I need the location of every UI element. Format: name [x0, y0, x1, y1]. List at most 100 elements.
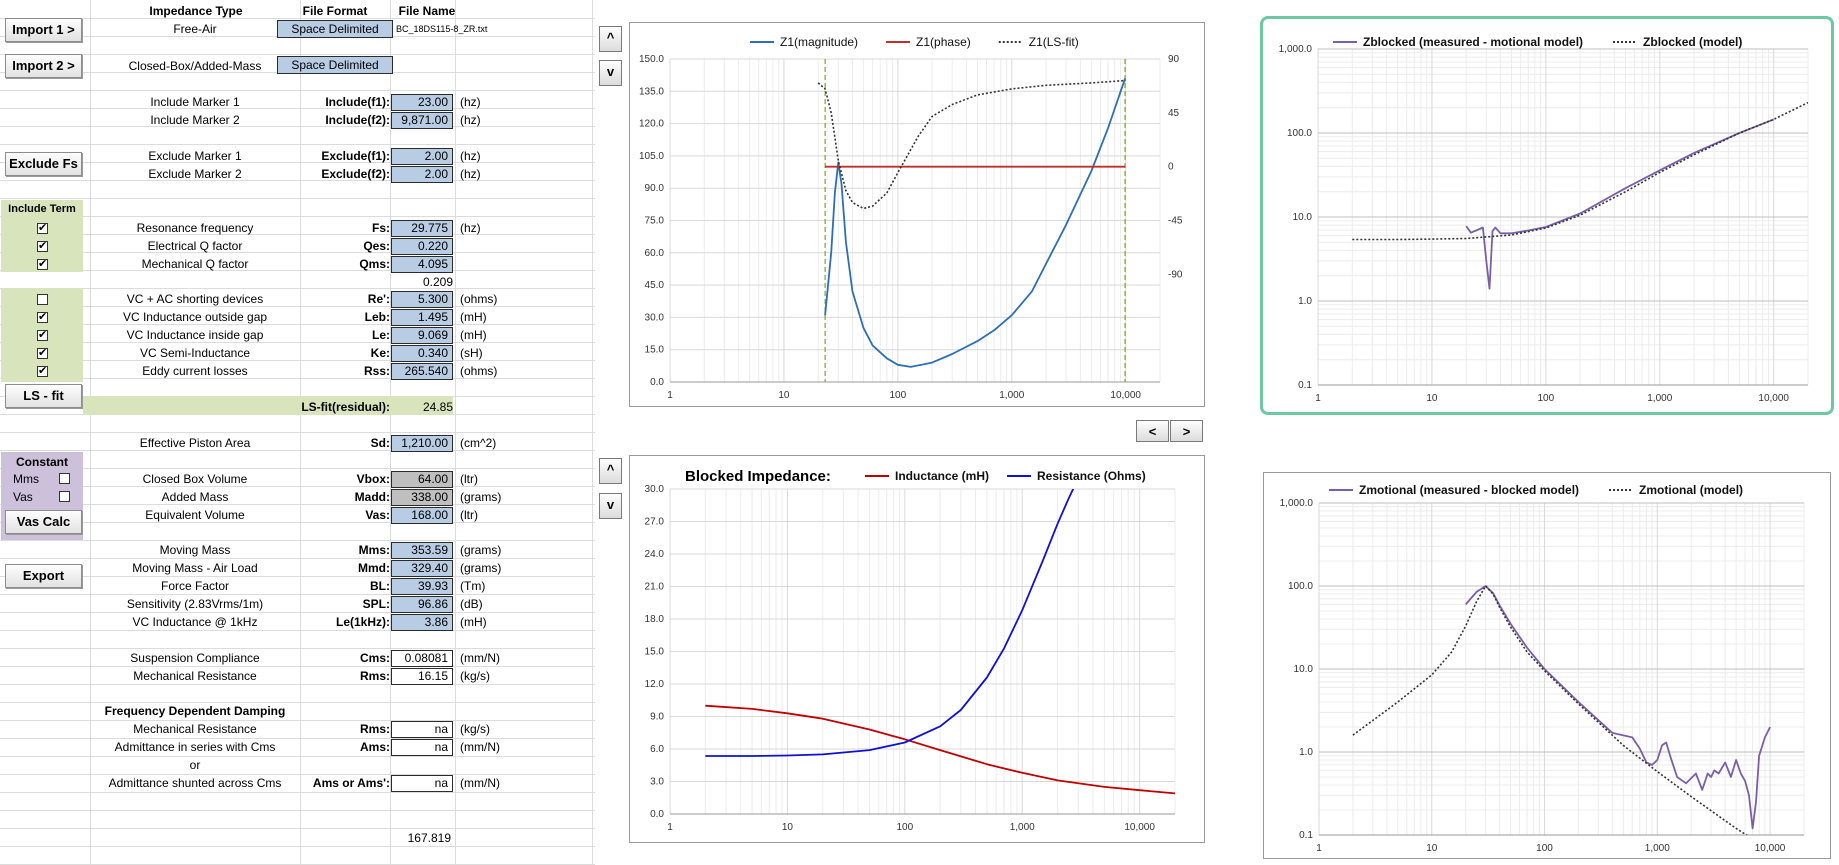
fdd-symbol-1: Ams: [359, 740, 390, 754]
derived-input-4[interactable]: 3.86 [391, 614, 453, 631]
susp-input-1[interactable]: 16.15 [391, 668, 453, 685]
derived-symbol-4: Le(1kHz): [335, 615, 390, 629]
vas-calc-button[interactable]: Vas Calc [5, 510, 82, 534]
derived-input-0[interactable]: 353.59 [391, 542, 453, 559]
derived-input-2[interactable]: 39.93 [391, 578, 453, 595]
box-input-1[interactable]: 338.00 [391, 489, 453, 506]
export-button[interactable]: Export [5, 564, 82, 588]
fdd-input-2[interactable]: na [391, 775, 453, 792]
zmotional-chart-y-tick-label: 100.0 [1288, 581, 1313, 592]
box-input-2[interactable]: 168.00 [391, 507, 453, 524]
term2-checkbox-0[interactable] [37, 294, 48, 305]
derived-unit-1: (grams) [460, 561, 502, 575]
impedance-chart-series-2-line [817, 79, 1126, 210]
term2-checkbox-2[interactable]: ✔ [37, 329, 48, 341]
term-input-0[interactable]: 29.775 [391, 220, 453, 237]
impedance-chart-legend-label-1: Z1(phase) [916, 35, 971, 49]
zblocked-chart-y-tick-label: 0.1 [1298, 380, 1312, 391]
impedance-chart-y2-tick-label: -45 [1168, 216, 1183, 227]
exclude-f2-unit: (hz) [460, 167, 481, 181]
exclude-f1-input[interactable]: 2.00 [391, 148, 453, 165]
term2-input-4[interactable]: 265.540 [391, 363, 453, 380]
susp-label-0: Suspension Compliance [130, 651, 260, 665]
impedance-chart-svg: 1 10 100 1,000 10,000 0.0 15.0 30.0 45.0 60.0 75.0… [639, 35, 1183, 401]
term2-symbol-1: Leb: [364, 310, 390, 324]
blocked-impedance-chart-y-tick-label: 21.0 [645, 582, 665, 593]
term2-checkbox-1[interactable]: ✔ [37, 311, 48, 323]
term2-label-0: VC + AC shorting devices [126, 292, 264, 306]
file-format-2-select[interactable]: Space Delimited [277, 56, 393, 74]
derived-input-1[interactable]: 329.40 [391, 560, 453, 577]
term2-label-1: VC Inductance outside gap [122, 310, 268, 324]
exclude-fs-button[interactable]: Exclude Fs [5, 152, 82, 176]
chart-scroll-down-button[interactable]: v [599, 60, 622, 86]
blocked-impedance-chart-series-1-line [705, 489, 1075, 757]
susp-symbol-1: Rms: [359, 669, 390, 683]
zblocked-chart-y-tick-label: 10.0 [1293, 212, 1313, 223]
susp-input-0[interactable]: 0.08081 [391, 650, 453, 667]
term2-input-2[interactable]: 9.069 [391, 327, 453, 344]
include-f1-input[interactable]: 23.00 [391, 94, 453, 111]
import-1-button[interactable]: Import 1 > [5, 18, 82, 42]
constant-mms-checkbox[interactable] [59, 473, 70, 484]
qts-value: 0.209 [422, 275, 453, 289]
import-2-button[interactable]: Import 2 > [5, 54, 82, 78]
include-f2-input[interactable]: 9,871.00 [391, 112, 453, 129]
ls-fit-button[interactable]: LS - fit [5, 384, 82, 408]
term-symbol-0: Fs: [372, 221, 390, 235]
constant-mms-label: Mms [13, 472, 39, 486]
term2-label-2: VC Inductance inside gap [126, 328, 264, 342]
zblocked-chart-y-tick-label: 1,000.0 [1279, 44, 1313, 55]
box-input-0[interactable]: 64.00 [391, 471, 453, 488]
zmotional-chart-x-tick-label: 100 [1536, 843, 1553, 854]
zmotional-chart: 1 10 100 1,000 10,000 0.1 1.0 10.0 100.0 1,000.0 Z… [1263, 472, 1831, 859]
file-format-1-select[interactable]: Space Delimited [277, 20, 393, 38]
zmotional-chart-series-0-line [1465, 585, 1771, 830]
residual-band [83, 396, 453, 415]
derived-input-3[interactable]: 96.86 [391, 596, 453, 613]
zmotional-chart-x-tick-label: 10,000 [1755, 843, 1786, 854]
box-label-2: Equivalent Volume [145, 508, 245, 522]
term-checkbox-0[interactable]: ✔ [37, 222, 48, 234]
derived-label-0: Moving Mass [159, 543, 231, 557]
term2-checkbox-3[interactable]: ✔ [37, 347, 48, 359]
chart2-scroll-up-button[interactable]: ^ [599, 458, 622, 484]
chart-next-button[interactable]: > [1170, 420, 1203, 442]
derived-unit-0: (grams) [460, 543, 502, 557]
fdd-input-1[interactable]: na [391, 739, 453, 756]
term2-symbol-2: Le: [372, 328, 390, 342]
chart2-scroll-down-button[interactable]: v [599, 493, 622, 519]
impedance-chart-y-tick-label: 75.0 [645, 216, 665, 227]
term-input-2[interactable]: 4.095 [391, 256, 453, 273]
derived-symbol-0: Mms: [358, 543, 390, 557]
impedance-chart-y-tick-label: 135.0 [639, 86, 664, 97]
blocked-impedance-chart-title: Blocked Impedance: [685, 468, 831, 485]
term2-input-1[interactable]: 1.495 [391, 309, 453, 326]
term2-input-3[interactable]: 0.340 [391, 345, 453, 362]
impedance-chart-y-tick-label: 0.0 [650, 377, 664, 388]
chart-scroll-up-button[interactable]: ^ [599, 26, 622, 52]
box-unit-0: (ltr) [460, 472, 478, 486]
constant-vas-checkbox[interactable] [59, 491, 70, 502]
term2-checkbox-4[interactable]: ✔ [37, 365, 48, 377]
constant-label: Constant [16, 455, 68, 469]
term-input-1[interactable]: 0.220 [391, 238, 453, 255]
sd-input[interactable]: 1,210.00 [391, 435, 453, 452]
exclude-f1-unit: (hz) [460, 149, 481, 163]
zmotional-chart-y-tick-label: 1.0 [1299, 747, 1313, 758]
impedance-chart-y-tick-label: 105.0 [639, 151, 664, 162]
chart-prev-button[interactable]: < [1136, 420, 1169, 442]
impedance-chart-y-tick-label: 60.0 [645, 248, 665, 259]
term-checkbox-1[interactable]: ✔ [37, 240, 48, 252]
blocked-impedance-chart-x-tick-label: 1 [667, 822, 673, 833]
impedance-chart-y-tick-label: 120.0 [639, 119, 664, 130]
fdd-input-0[interactable]: na [391, 721, 453, 738]
term2-label-4: Eddy current losses [142, 364, 248, 378]
impedance-chart-legend-label-2: Z1(LS-fit) [1029, 35, 1079, 49]
term2-input-0[interactable]: 5.300 [391, 291, 453, 308]
zblocked-chart-legend-label-1: Zblocked (model) [1643, 35, 1742, 49]
zblocked-chart-series-0-line [1465, 118, 1775, 290]
exclude-f2-input[interactable]: 2.00 [391, 166, 453, 183]
term-checkbox-2[interactable]: ✔ [37, 258, 48, 270]
impedance-chart-x-tick-label: 1,000 [999, 390, 1024, 401]
